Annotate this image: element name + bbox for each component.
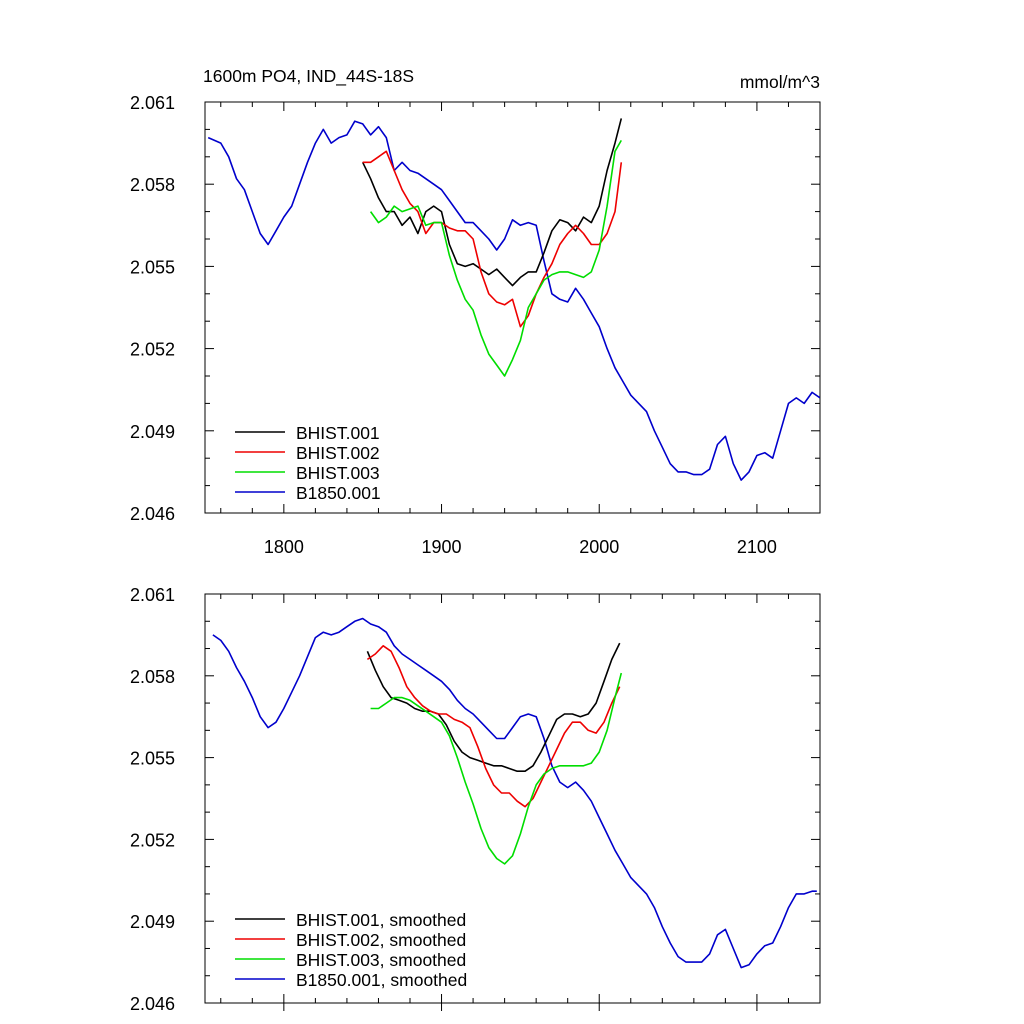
series-line-bhist-001-smoothed	[366, 642, 621, 772]
series-line-bhist-001	[361, 118, 623, 287]
y-tick-label: 2.049	[130, 912, 175, 932]
y-tick-label: 2.058	[130, 667, 175, 687]
legend-label: BHIST.002, smoothed	[296, 930, 466, 950]
y-tick-label: 2.046	[130, 994, 175, 1014]
legend-label: B1850.001, smoothed	[296, 970, 467, 990]
legend-label: BHIST.003	[296, 463, 380, 483]
y-tick-label: 2.055	[130, 749, 175, 769]
y-tick-label: 2.049	[130, 422, 175, 442]
x-tick-label: 2100	[737, 537, 777, 557]
y-tick-label: 2.058	[130, 175, 175, 195]
series-line-bhist-003	[369, 139, 622, 377]
chart-title: 1600m PO4, IND_44S-18S	[203, 66, 414, 87]
x-tick-label: 1900	[422, 537, 462, 557]
series-line-bhist-002	[362, 150, 623, 328]
bottom-panel: 2.046 2.049 2.052 2.055 2.058 2.061 BHIST.001,…	[130, 585, 821, 1014]
y-tick-label: 2.046	[130, 504, 175, 524]
series-line-b1850-001-smoothed	[212, 617, 817, 969]
chart-units: mmol/m^3	[740, 72, 820, 92]
y-tick-label: 2.061	[130, 93, 175, 113]
x-tick-label: 2000	[579, 537, 619, 557]
y-tick-label: 2.061	[130, 585, 175, 605]
legend-label: BHIST.002	[296, 443, 380, 463]
x-tick-label: 1800	[264, 537, 304, 557]
y-tick-label: 2.055	[130, 257, 175, 277]
y-tick-label: 2.052	[130, 830, 175, 850]
series-line-bhist-003-smoothed	[370, 672, 623, 865]
plot-frame	[204, 593, 821, 1004]
legend-label: BHIST.001	[296, 423, 380, 443]
legend-label: BHIST.001, smoothed	[296, 910, 466, 930]
series-line-b1850-001	[207, 120, 820, 481]
series-line-bhist-002-smoothed	[366, 645, 621, 808]
legend-label: B1850.001	[296, 483, 381, 503]
plot-frame	[204, 101, 821, 514]
y-tick-label: 2.052	[130, 340, 175, 360]
top-panel: 1800 1900 2000 2100 2.046 2.049 2.052 2.055 2.05…	[130, 93, 821, 557]
legend-label: BHIST.003, smoothed	[296, 950, 466, 970]
